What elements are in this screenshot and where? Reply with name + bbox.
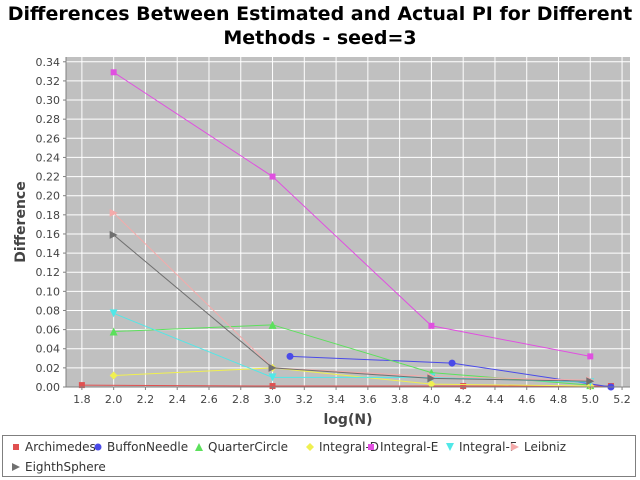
series-line-leibniz: [113, 212, 591, 381]
x-tick-label: 4.2: [454, 393, 472, 406]
x-tick-label: 2.4: [168, 393, 186, 406]
y-tick-label: 0.18: [36, 209, 61, 222]
data-point-integral-f: [268, 373, 277, 382]
x-tick-label: 2.6: [200, 393, 218, 406]
y-tick-label: 0.22: [36, 171, 61, 184]
legend-swatch-archimedes: [13, 444, 19, 450]
y-ticks: 0.00 0.02 0.04 0.06 0.08 0.10 0.12 0.14 0.16 0.18…: [36, 56, 66, 394]
x-tick-label: 4.8: [550, 393, 568, 406]
y-tick-label: 0.12: [36, 266, 61, 279]
y-tick-label: 0.06: [36, 324, 61, 337]
y-tick-label: 0.02: [36, 362, 61, 375]
x-tick-label: 2.8: [232, 393, 250, 406]
x-tick-label: 3.2: [296, 393, 314, 406]
chart-title-line-2: Methods - seed=3: [223, 27, 417, 49]
data-point-archimedes: [460, 383, 467, 390]
legend-marker-buffonneedle: [94, 443, 102, 451]
legend-label: Integral-E: [380, 440, 439, 454]
x-tick-label: 4.6: [518, 393, 536, 406]
legend-swatch-buffonneedle: [94, 443, 102, 451]
legend-label: BuffonNeedle: [107, 440, 189, 454]
legend-swatch-eighthsphere: [12, 463, 20, 471]
data-point-integral-d: [427, 380, 436, 389]
y-tick-label: 0.00: [36, 381, 61, 394]
data-point-eighthsphere: [268, 363, 277, 372]
data-point-integral-d: [109, 371, 118, 380]
legend-marker-integral-f: [446, 443, 454, 451]
data-point-eighthsphere: [586, 377, 595, 386]
data-point-eighthsphere: [109, 230, 118, 239]
data-point-integral-e: [587, 353, 594, 360]
grid-lines: [66, 57, 630, 388]
legend-swatch-integral-f: [446, 443, 454, 451]
y-tick-label: 0.08: [36, 304, 61, 317]
plot-area: [66, 57, 630, 387]
series-line-integral-d: [113, 367, 591, 387]
y-tick-label: 0.30: [36, 94, 61, 107]
legend: Archimedes BuffonNeedle QuarterCircle Integ…: [2, 435, 636, 477]
x-tick-label: 3.8: [391, 393, 409, 406]
chart-title: Differences Between Estimated and Actual…: [0, 2, 640, 50]
legend-label: Archimedes: [25, 440, 96, 454]
x-tick-label: 3.4: [327, 393, 345, 406]
data-point-archimedes: [78, 382, 85, 389]
x-tick-label: 2.0: [105, 393, 123, 406]
legend-marker-integral-d: [306, 443, 314, 451]
data-point-quartercircle: [268, 320, 277, 329]
legend-marker-eighthsphere: [12, 463, 20, 471]
y-tick-label: 0.16: [36, 228, 61, 241]
data-point-buffonneedle: [286, 352, 294, 360]
data-point-integral-e: [110, 69, 117, 76]
y-tick-label: 0.04: [36, 343, 61, 356]
legend-marker-archimedes: [13, 444, 19, 450]
x-tick-label: 4.4: [486, 393, 504, 406]
x-tick-label: 2.2: [137, 393, 155, 406]
y-tick-label: 0.20: [36, 190, 61, 203]
x-tick-label: 4.0: [423, 393, 441, 406]
data-point-quartercircle: [109, 327, 118, 336]
y-tick-label: 0.10: [36, 285, 61, 298]
x-tick-label: 3.6: [359, 393, 377, 406]
legend-marker-quartercircle: [195, 443, 203, 451]
chart-title-line-1: Differences Between Estimated and Actual…: [7, 3, 633, 25]
data-point-integral-e: [269, 173, 276, 180]
y-tick-label: 0.32: [36, 75, 61, 88]
data-point-archimedes: [269, 383, 276, 390]
x-tick-label: 5.2: [613, 393, 631, 406]
legend-swatch-integral-e: [368, 444, 374, 450]
legend-label: Leibniz: [524, 440, 567, 454]
series-line-integral-e: [113, 71, 591, 357]
series-eighthsphere: [109, 230, 595, 386]
legend-marker-integral-e: [368, 444, 374, 450]
data-point-leibniz: [109, 208, 118, 217]
data-point-integral-e: [428, 322, 435, 329]
series-line-eighthsphere: [113, 234, 591, 382]
y-axis-label: Difference: [13, 181, 29, 262]
legend-swatch-leibniz: [511, 443, 519, 451]
x-tick-label: 3.0: [264, 393, 282, 406]
y-tick-label: 0.24: [36, 151, 61, 164]
x-tick-label: 1.8: [73, 393, 91, 406]
legend-label: Integral-D: [319, 440, 380, 454]
legend-label: EighthSphere: [25, 460, 106, 474]
y-tick-label: 0.34: [36, 56, 61, 69]
y-tick-label: 0.14: [36, 247, 61, 260]
y-tick-label: 0.26: [36, 132, 61, 145]
data-point-eighthsphere: [427, 374, 436, 383]
x-axis-label: log(N): [324, 412, 373, 428]
legend-label: Integral-F: [459, 440, 517, 454]
data-point-buffonneedle: [448, 359, 456, 367]
legend-label: QuarterCircle: [208, 440, 289, 454]
legend-swatch-integral-d: [306, 443, 314, 451]
x-ticks: 1.8 2.0 2.2 2.4 2.6 2.8 3.0 3.2 3.4 3.6 3.8 4.0 4.2 4…: [73, 387, 631, 406]
series-layer: [78, 69, 615, 391]
legend-marker-leibniz: [511, 443, 519, 451]
data-point-integral-f: [109, 309, 118, 318]
y-tick-label: 0.28: [36, 113, 61, 126]
x-tick-label: 5.0: [582, 393, 600, 406]
series-integral-e: [110, 69, 594, 360]
chart: 1.8 2.0 2.2 2.4 2.6 2.8 3.0 3.2 3.4 3.6 3.8 4.0 4.2 4…: [13, 56, 631, 428]
series-line-archimedes: [81, 384, 611, 387]
legend-swatch-quartercircle: [195, 443, 203, 451]
